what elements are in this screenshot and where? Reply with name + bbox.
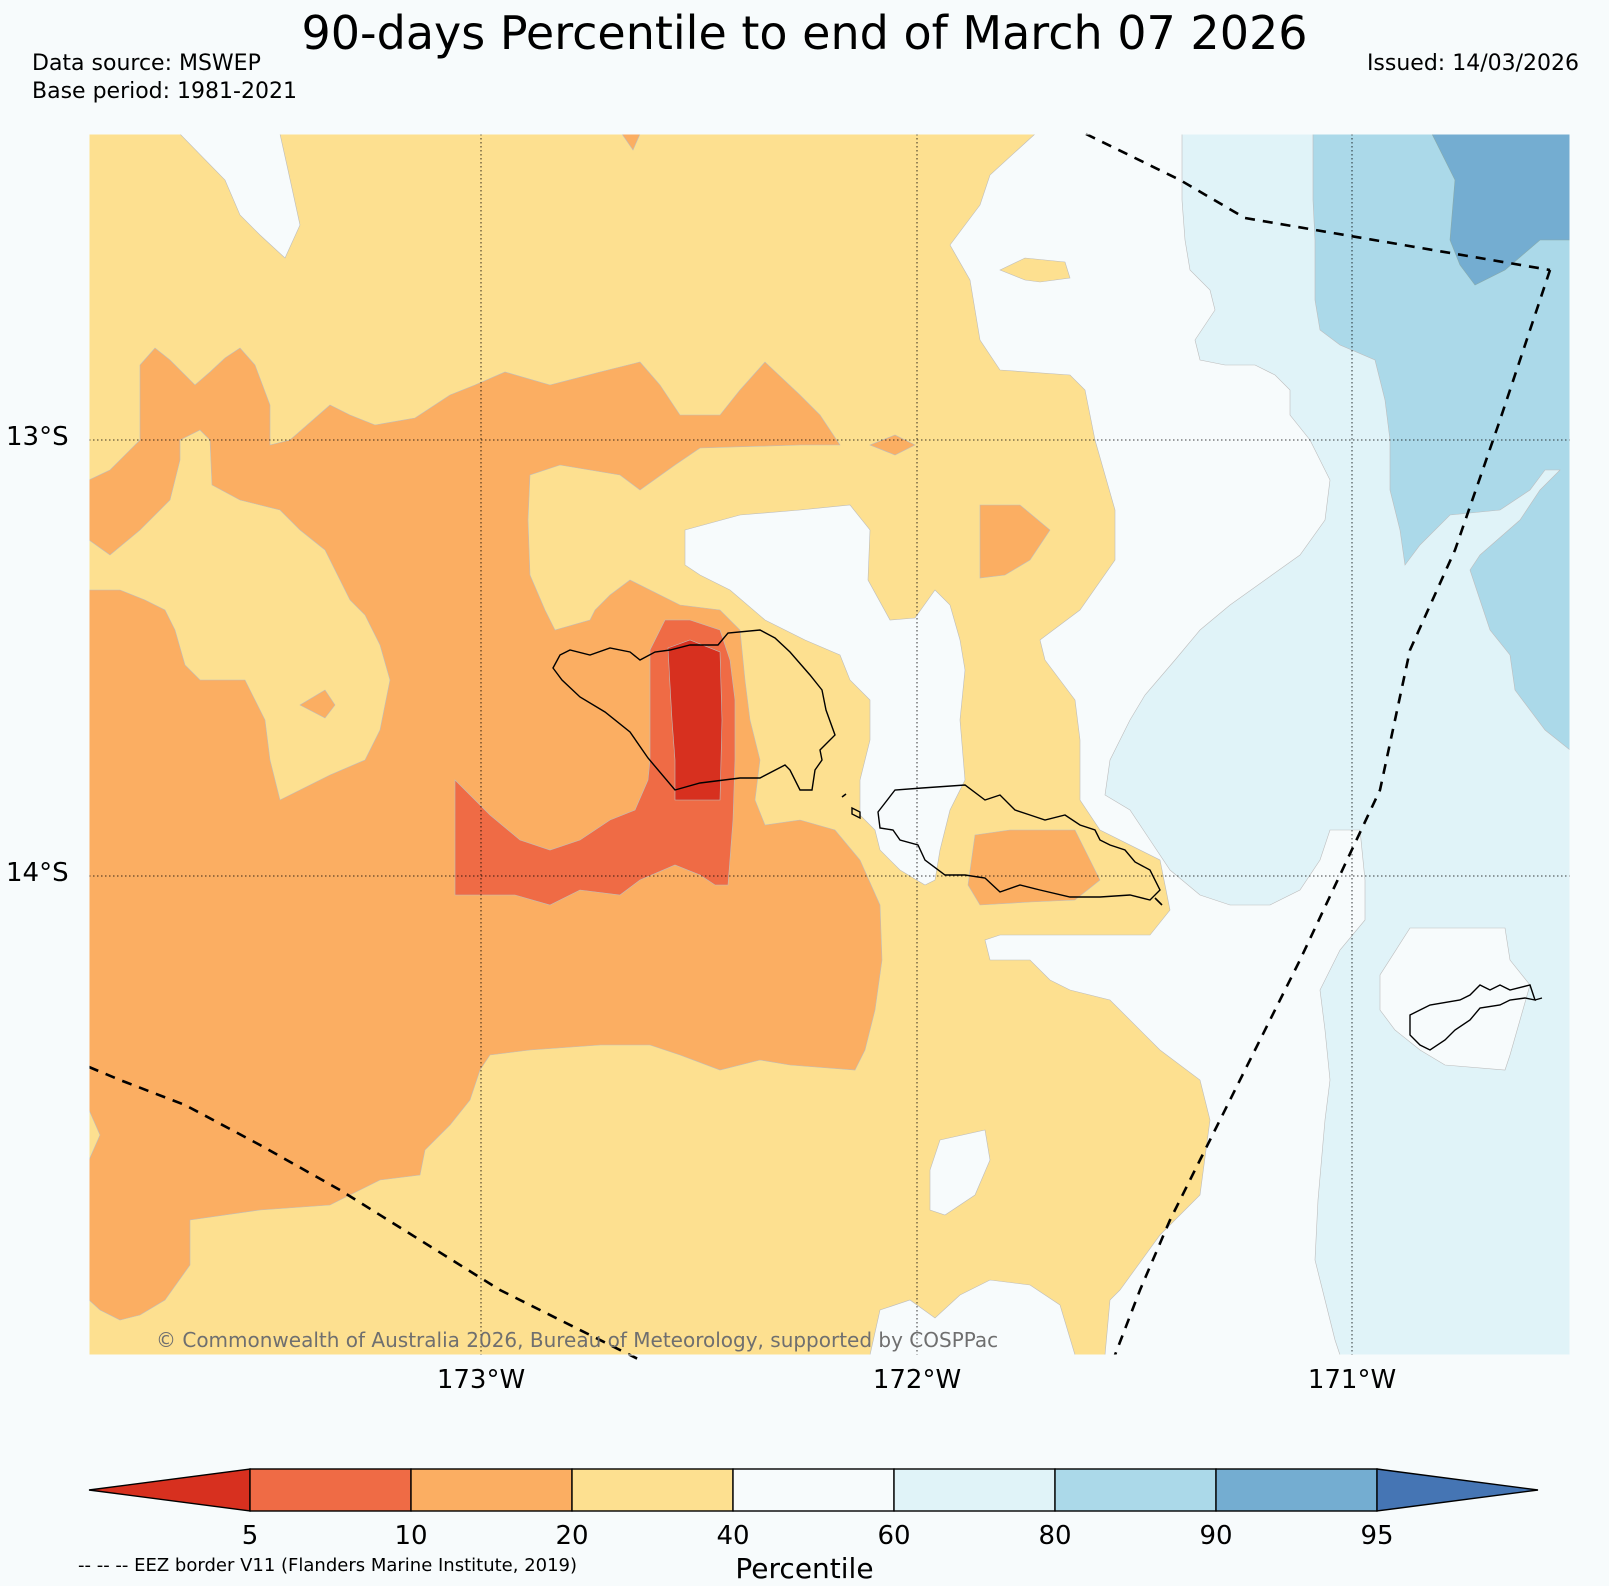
region-10-20-savaii-east (967, 829, 1101, 906)
eez-border (88, 132, 1552, 1362)
lon-label-173w: 173°W (436, 1365, 526, 1395)
percentile-map (88, 132, 1571, 1362)
region-90-95-northeast (1431, 134, 1570, 286)
eez-border-east (1113, 269, 1552, 1356)
colorbar-swatch-10-20 (410, 1468, 573, 1512)
graticule (89, 134, 1570, 1355)
colorbar-tick-5: 5 (241, 1521, 259, 1551)
colorbar-swatch-80-90 (1054, 1468, 1217, 1512)
region-40-60-topleft (179, 134, 301, 259)
colorbar-tick-20: 20 (555, 1521, 589, 1551)
colorbar-swatch-90-95 (1215, 1468, 1378, 1512)
base-period-label: Base period: 1981-2021 (32, 79, 297, 104)
copyright-notice: © Commonwealth of Australia 2026, Bureau… (156, 1328, 999, 1352)
aunuu-islet (1534, 997, 1543, 1001)
colorbar-swatch-5-10 (249, 1468, 412, 1512)
region-5-10 (454, 619, 736, 906)
colorbar (88, 1468, 1539, 1512)
colorbar-swatch-60-80 (893, 1468, 1056, 1512)
lat-label-14s: 14°S (6, 858, 69, 888)
colorbar-tick-40: 40 (716, 1521, 750, 1551)
upolu-coastline (877, 784, 1161, 901)
region-10-20-small-center (869, 434, 916, 456)
colorbar-swatch-20-40 (571, 1468, 734, 1512)
colorbar-swatch-extend-high (1376, 1468, 1539, 1512)
colorbar-tick-80: 80 (1038, 1521, 1072, 1551)
colorbar-tick-90: 90 (1199, 1521, 1233, 1551)
lon-label-171w: 171°W (1307, 1365, 1397, 1395)
colorbar-title: Percentile (735, 1552, 874, 1585)
colorbar-tick-10: 10 (394, 1521, 428, 1551)
region-40-60-american-samoa (1379, 927, 1531, 1071)
region-0-5 (667, 639, 723, 801)
map-title: 90-days Percentile to end of March 07 20… (301, 6, 1308, 60)
region-10-20-small-dot (299, 689, 336, 719)
manono-island (851, 806, 861, 820)
region-10-20-east-box (979, 504, 1051, 579)
data-source-info: Data source: MSWEP Base period: 1981-202… (32, 50, 297, 106)
colorbar-swatch-40-60 (732, 1468, 895, 1512)
region-10-20-north-tip (621, 134, 641, 151)
region-80-90-east (1312, 134, 1570, 751)
eez-border-southwest (88, 1065, 641, 1362)
region-20-40-patch-top (999, 257, 1071, 283)
islet-marks (841, 793, 1163, 906)
colorbar-tick-95: 95 (1360, 1521, 1394, 1551)
savaii-coastline (552, 629, 836, 791)
colorbar-tick-60: 60 (877, 1521, 911, 1551)
eez-legend-note: -- -- -- EEZ border V11 (Flanders Marine… (78, 1555, 578, 1576)
lon-label-172w: 172°W (872, 1365, 962, 1395)
region-40-60-bottom (929, 1129, 991, 1216)
region-40-60-bottom-edge (869, 1279, 1076, 1355)
data-source-label: Data source: MSWEP (32, 51, 261, 76)
issued-date-label: Issued: 14/03/2026 (1366, 51, 1579, 76)
coastlines (552, 629, 1543, 1051)
lat-label-13s: 13°S (6, 422, 69, 452)
colorbar-swatch-extend-low (88, 1468, 251, 1512)
